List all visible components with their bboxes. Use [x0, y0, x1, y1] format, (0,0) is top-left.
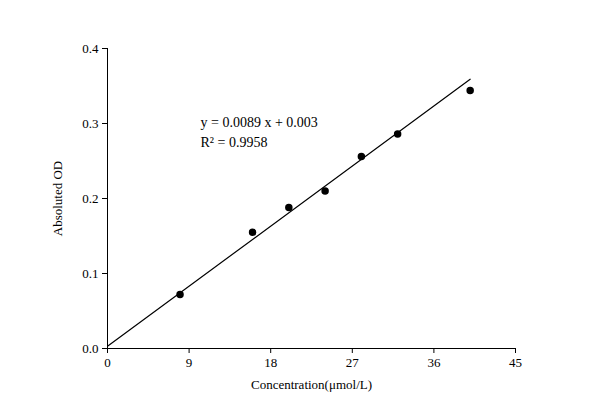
svg-text:0: 0 — [104, 355, 111, 370]
svg-text:y = 0.0089 x + 0.003: y = 0.0089 x + 0.003 — [201, 115, 318, 130]
svg-text:0.2: 0.2 — [82, 191, 98, 206]
svg-text:R² = 0.9958: R² = 0.9958 — [201, 135, 268, 150]
svg-text:Concentration(μmol/L): Concentration(μmol/L) — [251, 377, 372, 392]
svg-text:45: 45 — [509, 355, 522, 370]
svg-text:9: 9 — [186, 355, 193, 370]
svg-text:Absoluted OD: Absoluted OD — [50, 161, 65, 236]
svg-text:36: 36 — [427, 355, 441, 370]
svg-text:0.0: 0.0 — [82, 341, 98, 356]
svg-text:0.3: 0.3 — [82, 116, 98, 131]
svg-text:18: 18 — [264, 355, 277, 370]
svg-text:0.1: 0.1 — [82, 266, 98, 281]
svg-text:27: 27 — [346, 355, 360, 370]
svg-text:0.4: 0.4 — [82, 41, 99, 56]
